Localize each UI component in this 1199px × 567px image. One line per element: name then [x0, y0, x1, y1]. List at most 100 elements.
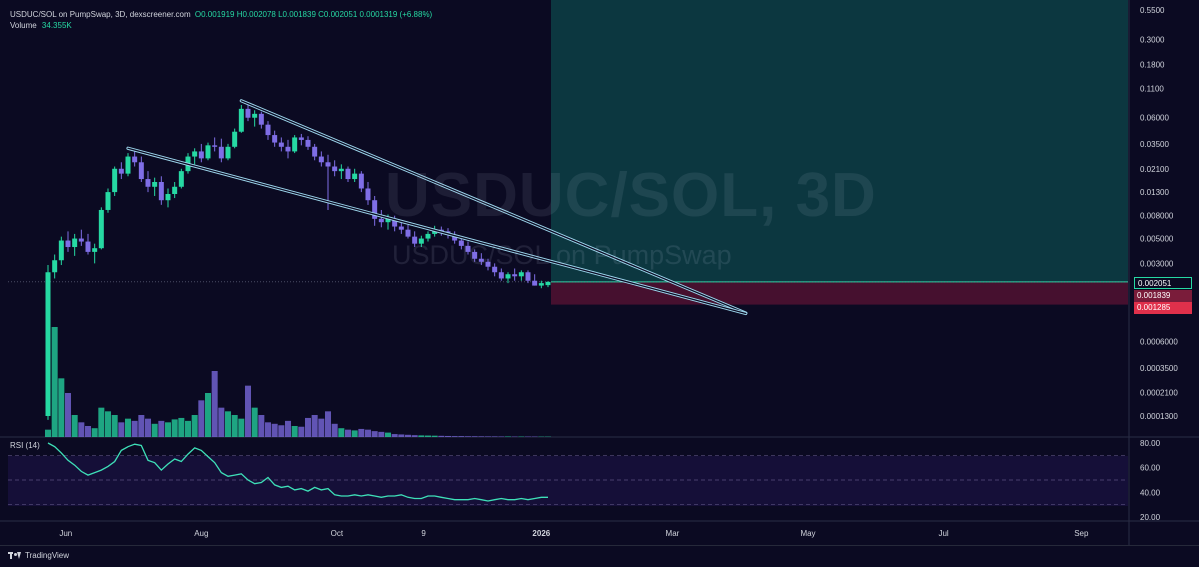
rsi-tick-label: 40.00 [1140, 488, 1161, 497]
footer-bar: TradingView [0, 545, 1199, 567]
volume-bar [212, 371, 218, 437]
volume-bar [265, 422, 271, 437]
candle-body [259, 114, 264, 125]
candle-body [199, 151, 204, 158]
candle-body [426, 234, 431, 239]
rsi-band [8, 456, 1128, 506]
stop-price-label: 0.001839 [1134, 290, 1192, 302]
volume-bar [472, 436, 478, 437]
candle-body [172, 187, 177, 194]
price-tick-label: 0.0001300 [1140, 412, 1178, 421]
price-tick-label: 0.1800 [1140, 60, 1165, 69]
volume-bar [418, 435, 424, 437]
volume-bar [272, 424, 278, 437]
candle-body [299, 137, 304, 139]
candle-body [59, 241, 64, 261]
volume-bar [385, 433, 391, 437]
candle-body [72, 239, 77, 247]
current-price-label: 0.002051 [1134, 277, 1192, 289]
candle-body [312, 147, 317, 157]
volume-bar [172, 419, 178, 437]
candle-body [112, 169, 117, 192]
candle-body [506, 274, 511, 278]
volume-bar [458, 436, 464, 437]
legend-header[interactable]: USDUC/SOL on PumpSwap, 3D, dexscreener.c… [10, 10, 432, 20]
volume-bar [332, 424, 338, 437]
volume-bar [58, 378, 64, 437]
candle-body [359, 174, 364, 189]
volume-bar [278, 425, 284, 437]
volume-bar [78, 422, 84, 437]
tradingview-label: TradingView [25, 551, 69, 560]
candle-body [52, 260, 57, 272]
candle-body [339, 169, 344, 171]
volume-bar [138, 415, 144, 437]
price-tick-label: 0.0003500 [1140, 364, 1178, 373]
volume-bar [152, 424, 158, 437]
volume-bar [318, 419, 324, 437]
volume-bar [305, 418, 311, 437]
candle-body [546, 282, 551, 285]
volume-bar [198, 400, 204, 437]
candle-body [326, 162, 331, 166]
tradingview-brand[interactable]: TradingView [8, 551, 69, 560]
symbol-title: USDUC/SOL on PumpSwap, 3D, dexscreener.c… [10, 10, 191, 19]
rsi-tick-label: 20.00 [1140, 513, 1161, 522]
price-tick-label: 0.03500 [1140, 140, 1169, 149]
volume-bar [118, 422, 124, 437]
volume-bar [325, 411, 331, 437]
volume-bar [98, 408, 104, 437]
volume-bar [452, 436, 458, 437]
volume-bar [125, 419, 131, 437]
candle-body [279, 143, 284, 147]
candle-body [79, 239, 84, 242]
volume-bar [52, 327, 58, 437]
price-tick-label: 0.02100 [1140, 165, 1169, 174]
candle-body [152, 182, 157, 187]
price-tick-label: 0.06000 [1140, 114, 1169, 123]
chart-canvas[interactable]: 0.55000.30000.18000.11000.060000.035000.… [0, 0, 1199, 545]
volume-value: 34.355K [42, 21, 72, 30]
candle-body [512, 274, 517, 276]
volume-bar [92, 428, 98, 437]
volume-bar [365, 430, 371, 437]
volume-bar [352, 430, 358, 437]
volume-bar [478, 436, 484, 437]
volume-legend[interactable]: Volume 34.355K [10, 21, 72, 30]
volume-bar [185, 421, 191, 437]
volume-bar [145, 419, 151, 437]
candle-body [126, 157, 131, 174]
volume-bar [65, 393, 71, 437]
volume-bar [165, 422, 171, 437]
candle-body [146, 179, 151, 187]
candle-body [306, 140, 311, 147]
candle-body [86, 242, 91, 252]
rsi-tick-label: 60.00 [1140, 464, 1161, 473]
volume-bar [178, 418, 184, 437]
time-tick-label: 9 [421, 529, 426, 538]
volume-bar [232, 415, 238, 437]
candle-body [246, 109, 251, 118]
candle-body [66, 241, 71, 247]
candle-body [532, 281, 537, 286]
volume-bar [465, 436, 471, 437]
volume-bar [85, 426, 91, 437]
time-tick-label: Sep [1074, 529, 1089, 538]
price-tick-label: 0.0002100 [1140, 389, 1178, 398]
volume-bar [312, 415, 318, 437]
candle-body [232, 132, 237, 147]
rsi-label[interactable]: RSI (14) [10, 441, 40, 450]
candle-body [219, 147, 224, 159]
candle-body [499, 272, 504, 278]
candle-body [139, 162, 144, 179]
volume-bar [105, 411, 111, 437]
volume-bar [485, 436, 491, 437]
time-tick-label: Mar [666, 529, 680, 538]
volume-bar [218, 408, 224, 437]
candle-body [106, 192, 111, 210]
stop-price-label-2: 0.001285 [1134, 302, 1192, 314]
tradingview-logo-icon [8, 552, 22, 559]
time-tick-label: 2026 [532, 529, 550, 538]
watermark-sub: USDUC/SOL on PumpSwap [392, 240, 732, 271]
volume-bar [345, 430, 351, 437]
